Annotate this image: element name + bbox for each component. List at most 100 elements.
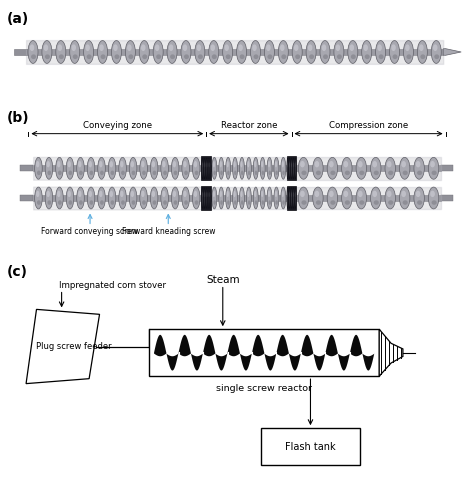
Ellipse shape	[36, 161, 39, 167]
Ellipse shape	[392, 54, 398, 59]
Ellipse shape	[240, 161, 243, 167]
Bar	[201, 156, 211, 180]
Ellipse shape	[254, 54, 258, 59]
Ellipse shape	[183, 161, 187, 167]
Ellipse shape	[291, 162, 292, 167]
Ellipse shape	[56, 41, 66, 63]
Ellipse shape	[289, 158, 291, 179]
Text: (b): (b)	[7, 111, 30, 125]
Ellipse shape	[100, 171, 104, 175]
Ellipse shape	[385, 157, 395, 179]
Ellipse shape	[99, 161, 102, 167]
Ellipse shape	[184, 171, 188, 175]
Ellipse shape	[87, 54, 91, 59]
Ellipse shape	[405, 45, 410, 51]
Ellipse shape	[128, 54, 133, 59]
Ellipse shape	[213, 171, 216, 175]
Text: Plug screw feeder: Plug screw feeder	[36, 342, 111, 351]
Ellipse shape	[388, 171, 393, 175]
Ellipse shape	[226, 187, 231, 209]
Ellipse shape	[260, 187, 265, 209]
Ellipse shape	[255, 200, 257, 205]
Ellipse shape	[127, 45, 132, 51]
Ellipse shape	[342, 187, 352, 209]
Ellipse shape	[373, 191, 377, 197]
Ellipse shape	[358, 161, 363, 167]
Ellipse shape	[139, 41, 149, 63]
Ellipse shape	[173, 171, 177, 175]
Ellipse shape	[349, 45, 354, 51]
Ellipse shape	[220, 171, 223, 175]
Ellipse shape	[401, 161, 406, 167]
Ellipse shape	[315, 161, 319, 167]
Ellipse shape	[283, 171, 285, 175]
Ellipse shape	[334, 41, 344, 63]
Ellipse shape	[330, 200, 336, 205]
Ellipse shape	[315, 191, 319, 197]
Ellipse shape	[359, 200, 365, 205]
Text: single screw reactor: single screw reactor	[216, 384, 312, 393]
Ellipse shape	[356, 187, 366, 209]
Ellipse shape	[292, 188, 294, 208]
Ellipse shape	[388, 200, 393, 205]
Bar	[20, 165, 33, 171]
Ellipse shape	[253, 157, 258, 179]
Ellipse shape	[336, 45, 340, 51]
Ellipse shape	[207, 188, 209, 208]
Ellipse shape	[109, 161, 113, 167]
Ellipse shape	[255, 171, 257, 175]
Ellipse shape	[417, 200, 422, 205]
Ellipse shape	[414, 187, 424, 209]
Ellipse shape	[131, 191, 134, 197]
Ellipse shape	[90, 171, 93, 175]
Ellipse shape	[98, 41, 108, 63]
Ellipse shape	[322, 45, 326, 51]
Ellipse shape	[308, 45, 312, 51]
Polygon shape	[154, 335, 178, 371]
Ellipse shape	[281, 157, 286, 179]
Ellipse shape	[100, 54, 106, 59]
Ellipse shape	[156, 54, 161, 59]
Ellipse shape	[289, 162, 290, 167]
Ellipse shape	[67, 191, 71, 197]
Ellipse shape	[292, 41, 302, 63]
Ellipse shape	[219, 191, 222, 197]
Ellipse shape	[55, 157, 63, 179]
Ellipse shape	[223, 41, 233, 63]
Ellipse shape	[327, 187, 337, 209]
Ellipse shape	[30, 45, 34, 51]
Ellipse shape	[306, 41, 316, 63]
Ellipse shape	[224, 45, 229, 51]
Ellipse shape	[119, 157, 127, 179]
Ellipse shape	[268, 191, 270, 197]
Ellipse shape	[250, 41, 261, 63]
Ellipse shape	[274, 157, 279, 179]
Ellipse shape	[129, 157, 137, 179]
Ellipse shape	[237, 41, 246, 63]
Ellipse shape	[78, 191, 82, 197]
Ellipse shape	[153, 171, 156, 175]
Ellipse shape	[375, 41, 386, 63]
Ellipse shape	[140, 157, 147, 179]
Ellipse shape	[73, 54, 78, 59]
Ellipse shape	[113, 45, 118, 51]
Ellipse shape	[254, 161, 256, 167]
Ellipse shape	[364, 45, 368, 51]
Ellipse shape	[173, 200, 177, 205]
Ellipse shape	[89, 161, 92, 167]
Bar	[211, 195, 287, 201]
Ellipse shape	[173, 161, 176, 167]
Ellipse shape	[420, 54, 425, 59]
Ellipse shape	[55, 187, 63, 209]
Ellipse shape	[227, 191, 229, 197]
Polygon shape	[443, 49, 461, 55]
Ellipse shape	[47, 200, 51, 205]
Ellipse shape	[246, 187, 251, 209]
Ellipse shape	[45, 54, 50, 59]
Ellipse shape	[68, 171, 72, 175]
Ellipse shape	[348, 41, 358, 63]
Ellipse shape	[163, 171, 167, 175]
Ellipse shape	[344, 161, 348, 167]
Ellipse shape	[35, 157, 42, 179]
Ellipse shape	[379, 54, 383, 59]
